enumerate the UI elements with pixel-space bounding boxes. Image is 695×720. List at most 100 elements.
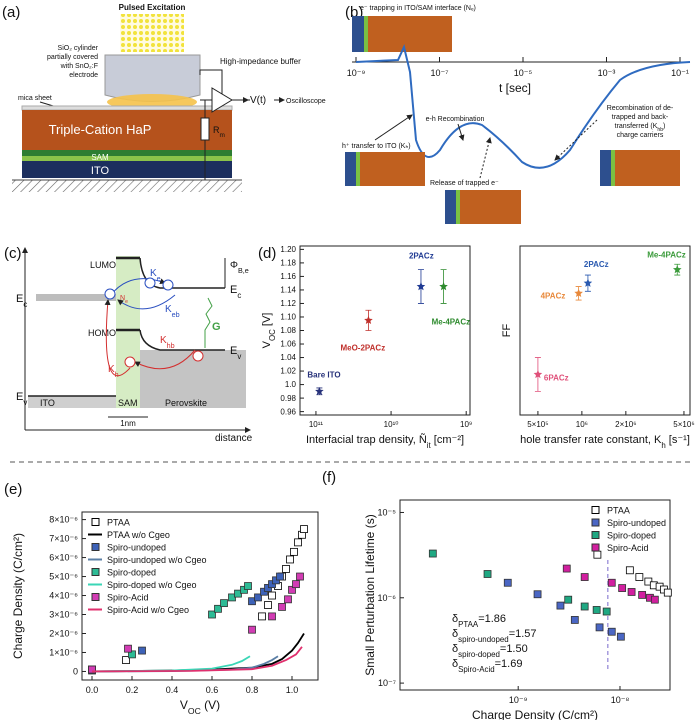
panel-a: (a) Pulsed Excitation SiO₂ cylinder part… (2, 3, 326, 192)
y-tick-label: 7×10⁻⁶ (49, 534, 78, 544)
legend-label: Spiro-doped (107, 568, 156, 578)
device-inset (364, 16, 368, 52)
trap-label: Ne (120, 295, 128, 305)
label-part: ) (663, 123, 665, 130)
label-part: Interfacial trap density, Ñ (306, 433, 427, 446)
point (292, 580, 300, 589)
tick-label: 10⁻¹ (671, 68, 689, 78)
panel-label: (a) (2, 4, 20, 21)
point-label: 6PACz (544, 373, 569, 382)
point (296, 572, 304, 581)
legend-label: Spiro-Acid (107, 593, 149, 603)
y-tick-label: 1.0 (285, 380, 297, 389)
point (483, 570, 492, 578)
chart: (e) 0.0 0.2 0.4 0.6 0.8 1.0 0 1×10⁻⁶ 2×10⁻⁶ 3×10⁻⁶… (4, 481, 319, 695)
label-part: B,e (238, 266, 249, 275)
point (286, 555, 294, 564)
y-tick-label: 1.12 (280, 299, 296, 308)
label-part: spiro-doped (458, 650, 500, 659)
x-tick-label: 0.2 (126, 685, 139, 695)
point (556, 601, 565, 610)
time-axis-label: t [sec] (499, 81, 531, 95)
panel-label: (e) (4, 481, 22, 498)
x-axis-label: VOC (V) (180, 698, 220, 716)
point (220, 599, 228, 608)
point (128, 650, 136, 659)
cylinder-note: SiO₂ cylinder (58, 45, 99, 52)
chart: (d) 10¹¹ 10¹⁰ 10⁹ 1.20 1.18 1.16 1.14 1.12 1.10 1.… (258, 245, 472, 429)
y-tick-label: 1×10⁻⁶ (49, 647, 78, 657)
x-axis-label: Interfacial trap density, Ñit [cm⁻²] (306, 433, 464, 450)
legend-label: Spiro-Acid w/o Cgeo (107, 605, 189, 615)
label-part: =1.69 (495, 658, 523, 670)
y-tick-label: 1.16 (280, 272, 296, 281)
point (570, 616, 579, 624)
y-tick-label: 6×10⁻⁶ (49, 553, 78, 563)
legend-swatch (91, 568, 100, 576)
x-tick-label: 5×10⁵ (527, 420, 548, 429)
point (533, 369, 543, 379)
ito-label: ITO (91, 165, 110, 177)
y-axis-label: Small Perturbation Lifetime (s) (363, 514, 377, 675)
region-label: ITO (40, 398, 55, 408)
label-part: (V) (201, 698, 220, 712)
legend-swatch (91, 593, 100, 601)
point (580, 573, 589, 581)
label-part: V (261, 340, 273, 348)
tick-label: 10⁻³ (598, 68, 616, 78)
label-part: h (661, 441, 665, 450)
label-part: h (115, 370, 119, 379)
panel-label: (f) (322, 469, 336, 486)
label-part: m (220, 132, 225, 139)
device-inset (345, 152, 356, 186)
chart: 5×10⁵ 10⁶ 2×10⁶ 5×10⁶ 6PACz 4PACz 2PACz Me-4PAC… (519, 245, 695, 429)
level-label: Ec (16, 293, 27, 309)
transient-curve (355, 43, 691, 169)
point (580, 602, 589, 611)
label-part: [V] (261, 313, 273, 330)
label-part: [cm⁻²] (431, 434, 464, 446)
point (638, 591, 647, 599)
time-ticks: 10⁻⁹ 10⁻⁷ 10⁻⁵ 10⁻³ 10⁻¹ (347, 57, 689, 78)
panel-label: (c) (4, 245, 22, 262)
point (268, 591, 276, 600)
level-label: Ec (230, 284, 241, 300)
point (208, 610, 216, 619)
device-inset (456, 190, 460, 224)
point (124, 644, 132, 653)
buffer (211, 87, 233, 113)
region-label: Perovskite (165, 398, 207, 408)
y-tick-label: 1.02 (280, 367, 296, 376)
label-part: K (160, 335, 167, 346)
point (592, 606, 601, 614)
annotation: δSpiro-Acid=1.69 (452, 658, 522, 674)
x-tick-label: 10¹¹ (309, 420, 324, 429)
chart: (f) 10⁻⁹ 10⁻⁸ 10⁻⁷ 10⁻⁶ 10⁻⁵ PTAA Spiro-undoped… (322, 469, 672, 705)
label-part: E (16, 293, 23, 305)
label-part: PTAA (458, 620, 479, 629)
point-label: Bare ITO (307, 370, 340, 379)
point (650, 595, 659, 604)
homo-label: HOMO (88, 328, 116, 338)
pointer (457, 123, 465, 141)
legend-label: Spiro-Acid (607, 543, 649, 553)
panel-b: (b) e⁻ trapping in ITO/SAM interface (Nₑ… (342, 4, 691, 224)
point (574, 288, 583, 297)
point (276, 572, 284, 581)
x-tick-label: 1.0 (286, 685, 299, 695)
annotation: Recombination of de- (607, 105, 674, 112)
y-axis-label: FF (501, 324, 513, 338)
label-part: e (125, 299, 128, 305)
panel-c: (c) LUMO HOMO Ec Ev Ec Ev ΦB,e Ke Keb Ne… (4, 245, 253, 444)
label-part: =1.57 (509, 628, 537, 640)
panel-label: (d) (258, 245, 276, 262)
label-part: E (230, 345, 237, 357)
y-tick-label: 1.06 (280, 340, 296, 349)
point (284, 595, 292, 604)
generation (204, 297, 213, 348)
rate-label: Khb (160, 335, 175, 350)
label-part: δ (452, 628, 458, 640)
legend-label: Spiro-undoped (607, 518, 666, 528)
point (663, 588, 672, 597)
point (562, 564, 571, 573)
